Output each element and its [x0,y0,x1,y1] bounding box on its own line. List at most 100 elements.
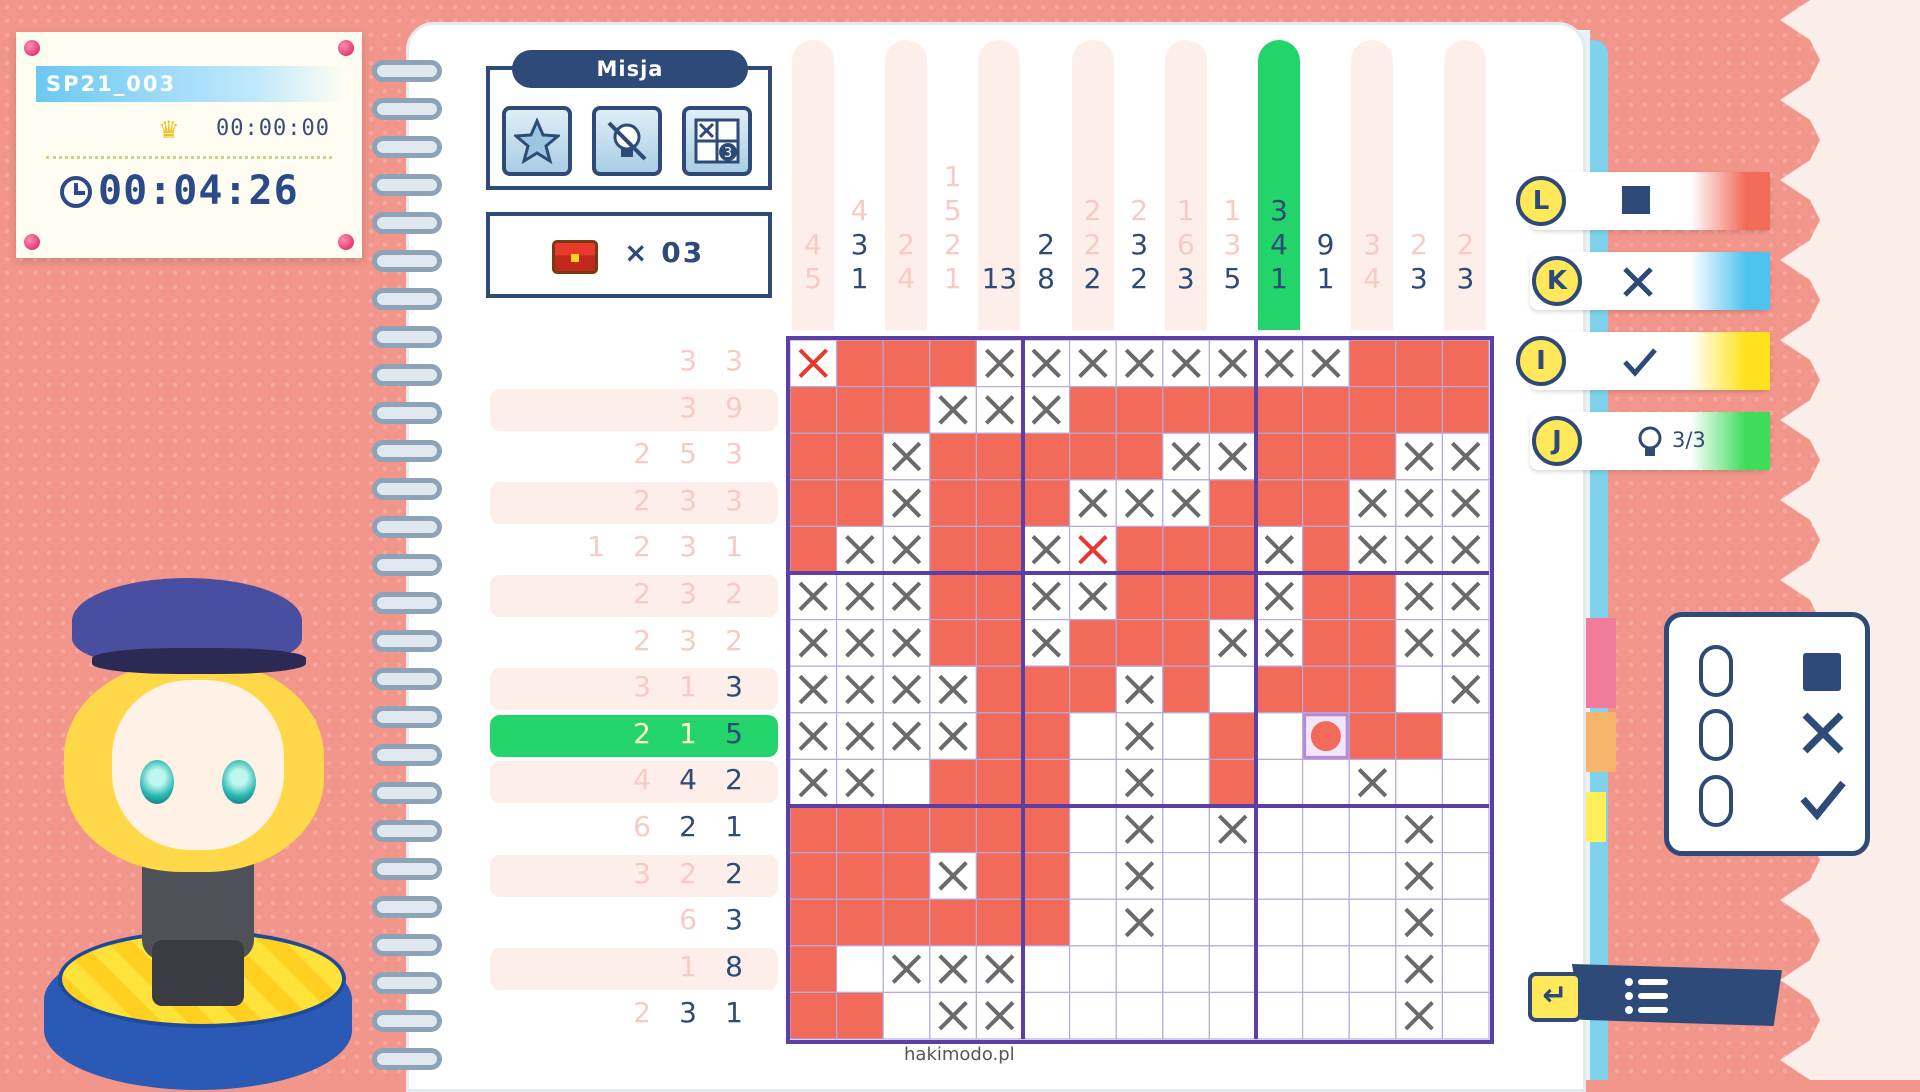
filled-cell[interactable] [1022,479,1071,528]
filled-cell[interactable] [790,432,838,481]
empty-cell[interactable] [1255,851,1304,900]
empty-cell[interactable] [1301,945,1350,993]
filled-cell[interactable] [1348,432,1397,481]
filled-cell[interactable] [1022,851,1071,900]
filled-cell[interactable] [1208,712,1257,760]
empty-cell[interactable] [1348,898,1397,947]
filled-cell[interactable] [835,898,884,947]
filled-cell[interactable] [1348,385,1397,434]
filled-cell[interactable] [1208,385,1257,434]
filled-cell[interactable] [1022,805,1071,854]
filled-cell[interactable] [1162,619,1210,667]
filled-cell[interactable] [975,851,1024,900]
empty-cell[interactable] [1348,945,1397,993]
filled-cell[interactable] [1022,432,1071,481]
filled-cell[interactable] [790,525,838,574]
empty-cell[interactable] [1069,805,1117,854]
menu-button[interactable] [1572,964,1782,1026]
filled-cell[interactable] [790,898,838,947]
filled-cell[interactable] [1441,385,1490,434]
filled-cell[interactable] [975,619,1024,667]
filled-cell[interactable] [929,619,978,667]
filled-cell[interactable] [929,898,978,947]
filled-cell[interactable] [1301,479,1350,528]
empty-cell[interactable] [1301,898,1350,947]
filled-cell[interactable] [1395,385,1443,434]
filled-cell[interactable] [1395,340,1443,388]
filled-cell[interactable] [1115,432,1164,481]
empty-cell[interactable] [1348,851,1397,900]
empty-cell[interactable] [1441,945,1490,993]
filled-cell[interactable] [1348,340,1397,388]
empty-cell[interactable] [1348,991,1397,1040]
filled-cell[interactable] [975,525,1024,574]
filled-cell[interactable] [790,851,838,900]
empty-cell[interactable] [1255,945,1304,993]
empty-cell[interactable] [1301,805,1350,854]
filled-cell[interactable] [1022,712,1071,760]
empty-cell[interactable] [1115,991,1164,1040]
filled-cell[interactable] [1022,898,1071,947]
nonogram-cells[interactable] [790,340,1490,1040]
empty-cell[interactable] [1069,758,1117,807]
empty-cell[interactable] [1162,945,1210,993]
empty-cell[interactable] [1255,805,1304,854]
filled-cell[interactable] [1255,479,1304,528]
filled-cell[interactable] [975,712,1024,760]
filled-cell[interactable] [1069,385,1117,434]
filled-cell[interactable] [1348,665,1397,714]
filled-cell[interactable] [1255,385,1304,434]
mission-no-hint-icon[interactable] [592,106,662,176]
empty-cell[interactable] [1441,898,1490,947]
filled-cell[interactable] [1301,619,1350,667]
empty-cell[interactable] [1208,665,1257,714]
empty-cell[interactable] [1069,712,1117,760]
empty-cell[interactable] [1441,712,1490,760]
filled-cell[interactable] [929,758,978,807]
filled-cell[interactable] [835,991,884,1040]
empty-cell[interactable] [1301,991,1350,1040]
empty-cell[interactable] [882,991,931,1040]
filled-cell[interactable] [1255,432,1304,481]
filled-cell[interactable] [835,432,884,481]
filled-cell[interactable] [1301,385,1350,434]
filled-cell[interactable] [975,432,1024,481]
empty-cell[interactable] [1162,758,1210,807]
filled-cell[interactable] [1208,572,1257,621]
filled-cell[interactable] [1301,665,1350,714]
filled-cell[interactable] [882,898,931,947]
filled-cell[interactable] [1348,619,1397,667]
empty-cell[interactable] [1395,665,1443,714]
empty-cell[interactable] [882,758,931,807]
empty-cell[interactable] [1162,479,1210,528]
empty-cell[interactable] [1022,991,1071,1040]
filled-cell[interactable] [975,758,1024,807]
filled-cell[interactable] [975,572,1024,621]
filled-cell[interactable] [1115,572,1164,621]
filled-cell[interactable] [1348,572,1397,621]
filled-cell[interactable] [1208,525,1257,574]
filled-cell[interactable] [1208,758,1257,807]
filled-cell[interactable] [1069,619,1117,667]
empty-cell[interactable] [1069,898,1117,947]
filled-cell[interactable] [1208,479,1257,528]
filled-cell[interactable] [929,572,978,621]
filled-cell[interactable] [1255,665,1304,714]
empty-cell[interactable] [1022,945,1071,993]
empty-cell[interactable] [1162,712,1210,760]
filled-cell[interactable] [1162,525,1210,574]
filled-cell[interactable] [790,991,838,1040]
empty-cell[interactable] [1208,945,1257,993]
empty-cell[interactable] [1441,805,1490,854]
filled-cell[interactable] [835,805,884,854]
empty-cell[interactable] [1301,851,1350,900]
mission-star-icon[interactable] [502,106,572,176]
mission-mistakes-icon[interactable]: 3 [682,106,752,176]
filled-cell[interactable] [882,805,931,854]
filled-cell[interactable] [882,340,931,388]
filled-cell[interactable] [1115,385,1164,434]
filled-cell[interactable] [1301,432,1350,481]
filled-cell[interactable] [835,340,884,388]
empty-cell[interactable] [1069,851,1117,900]
empty-cell[interactable] [1208,991,1257,1040]
